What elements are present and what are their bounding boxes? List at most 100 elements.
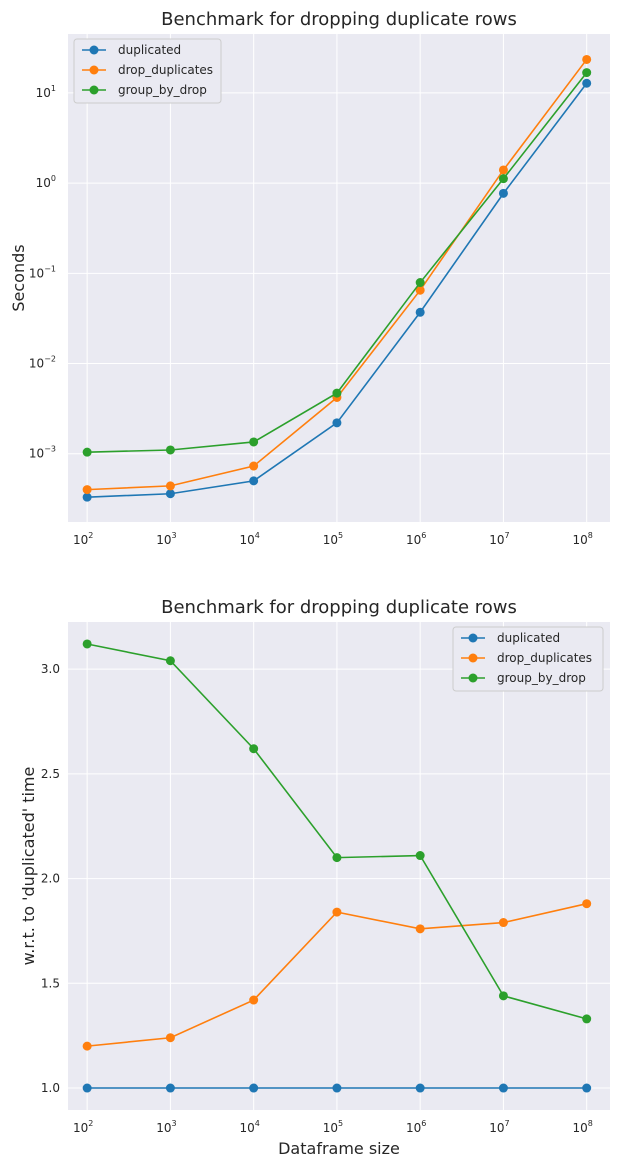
data-point [249,461,259,471]
data-point [82,1041,92,1051]
x-tick-label: 107 [489,1119,509,1135]
legend-label: duplicated [118,43,181,57]
data-point [415,851,425,861]
data-point [415,307,425,317]
y-axis-label: w.r.t. to 'duplicated' time [19,767,38,966]
data-point [82,1083,92,1093]
x-tick-label: 102 [73,531,93,547]
legend-marker [468,673,478,683]
data-point [332,388,342,398]
data-point [498,918,508,928]
y-tick-label: 10−3 [29,445,56,461]
y-tick-label: 10−2 [29,355,56,371]
data-point [165,1033,175,1043]
data-point [165,445,175,455]
relative-time-chart: Benchmark for dropping duplicate rows w.… [19,597,610,1158]
x-tick-label: 102 [73,1119,93,1135]
legend-item: group_by_drop [82,83,207,97]
data-point [332,853,342,863]
y-tick-label: 1.0 [41,1081,60,1095]
data-point [332,418,342,428]
plot-area [68,34,610,522]
data-point [415,924,425,934]
x-tick-label: 108 [573,531,593,547]
legend-item: duplicated [461,631,560,645]
seconds-chart: Benchmark for dropping duplicate rows Se… [9,9,610,547]
legend-item: drop_duplicates [82,63,213,77]
data-point [249,437,259,447]
data-point [165,1083,175,1093]
x-tick-label: 106 [406,531,426,547]
data-point [498,991,508,1001]
chart-title: Benchmark for dropping duplicate rows [161,597,517,618]
data-point [582,1083,592,1093]
data-point [582,54,592,64]
legend-label: drop_duplicates [118,63,213,77]
legend-marker [468,653,478,663]
data-point [249,744,259,754]
data-point [249,995,259,1005]
data-point [415,278,425,288]
data-point [165,481,175,491]
legend: duplicated drop_duplicates group_by_drop [452,626,604,692]
data-point [165,656,175,666]
data-point [165,489,175,499]
x-tick-label: 105 [323,531,343,547]
series-group_by_drop [82,68,592,457]
y-tick-label: 101 [36,84,56,100]
data-point [82,447,92,457]
x-tick-label: 108 [573,1119,593,1135]
x-tick-label: 107 [489,531,509,547]
data-point [582,68,592,78]
legend-label: group_by_drop [497,671,586,685]
legend-label: drop_duplicates [497,651,592,665]
data-point [582,899,592,909]
y-tick-label: 100 [36,174,56,190]
data-point [249,1083,259,1093]
data-point [498,188,508,198]
y-tick-label: 2.0 [41,872,60,886]
x-axis-label: Dataframe size [278,1139,400,1158]
data-point [415,285,425,295]
x-tick-label: 106 [406,1119,426,1135]
data-point [498,1083,508,1093]
data-point [332,1083,342,1093]
series-duplicated [82,1083,592,1093]
y-axis-label: Seconds [9,244,28,311]
plot-area [68,622,610,1110]
data-point [82,492,92,502]
legend-item: drop_duplicates [461,651,592,665]
series-group_by_drop [82,639,592,1024]
chart-title: Benchmark for dropping duplicate rows [161,9,517,30]
legend-marker [89,45,99,55]
data-point [249,476,259,486]
y-tick-label: 1.5 [41,976,60,990]
data-point [82,485,92,495]
y-tick-label: 3.0 [41,662,60,676]
series-duplicated [82,78,592,502]
data-point [82,639,92,649]
x-tick-label: 103 [156,1119,176,1135]
legend-item: group_by_drop [461,671,586,685]
legend-label: duplicated [497,631,560,645]
legend-label: group_by_drop [118,83,207,97]
legend-marker [89,85,99,95]
y-tick-label: 10−1 [29,264,56,280]
x-tick-label: 103 [156,531,176,547]
legend-marker [468,633,478,643]
data-point [582,78,592,88]
data-point [332,907,342,917]
y-tick-label: 2.5 [41,767,60,781]
legend-item: duplicated [82,43,181,57]
data-point [582,1014,592,1024]
x-tick-label: 104 [239,531,259,547]
x-tick-label: 105 [323,1119,343,1135]
x-tick-label: 104 [239,1119,259,1135]
legend-marker [89,65,99,75]
data-point [415,1083,425,1093]
legend: duplicated drop_duplicates group_by_drop [73,38,222,104]
series-drop_duplicates [82,899,592,1051]
data-point [498,174,508,184]
data-point [498,165,508,175]
